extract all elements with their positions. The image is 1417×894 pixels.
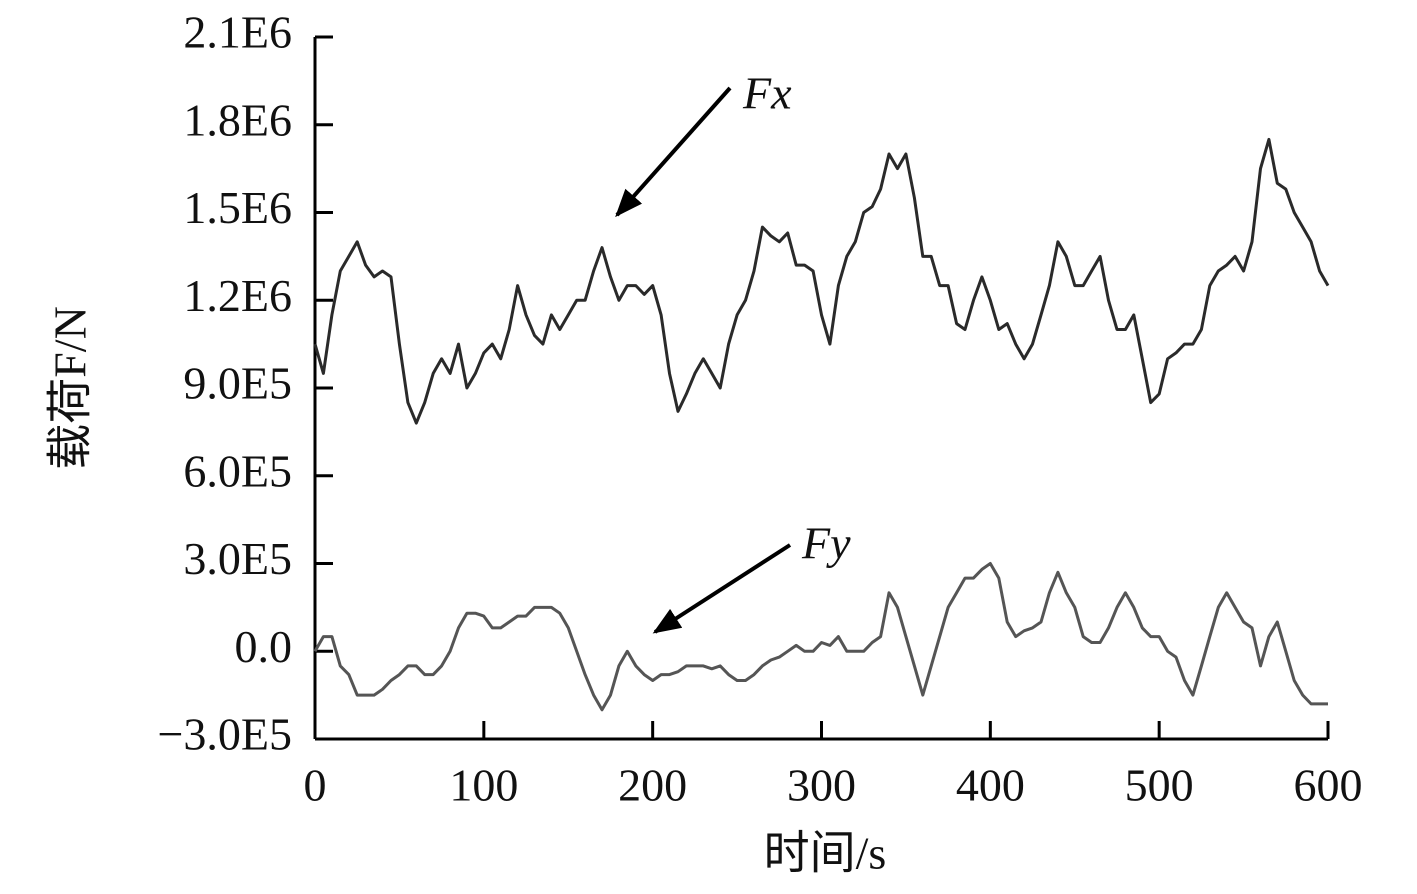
x-tick-label: 400 (956, 760, 1025, 811)
y-tick-label: 9.0E5 (183, 358, 292, 409)
annotation: Fy (801, 518, 851, 569)
x-tick-label: 200 (618, 760, 687, 811)
y-tick-label: 3.0E5 (183, 533, 292, 584)
y-tick-label: −3.0E5 (157, 709, 292, 760)
x-tick-label: 100 (449, 760, 518, 811)
x-tick-label: 300 (787, 760, 856, 811)
y-tick-label: 2.1E6 (183, 7, 292, 58)
x-tick-label: 600 (1294, 760, 1363, 811)
y-tick-label: 0.0 (235, 621, 293, 672)
x-axis-label: 时间/s (764, 828, 887, 879)
y-tick-label: 1.2E6 (183, 270, 292, 321)
series-line (313, 562, 1328, 712)
x-tick-label: 500 (1125, 760, 1194, 811)
x-tick-label: 0 (304, 760, 327, 811)
annotation: Fx (742, 68, 792, 119)
arrow (652, 543, 792, 634)
y-tick-label: 1.8E6 (183, 94, 292, 145)
y-tick-label: 1.5E6 (183, 182, 292, 233)
y-axis-label: 载荷F/N (45, 306, 96, 470)
series-line (313, 137, 1330, 425)
arrow (615, 86, 732, 218)
y-tick-label: 6.0E5 (183, 445, 292, 496)
